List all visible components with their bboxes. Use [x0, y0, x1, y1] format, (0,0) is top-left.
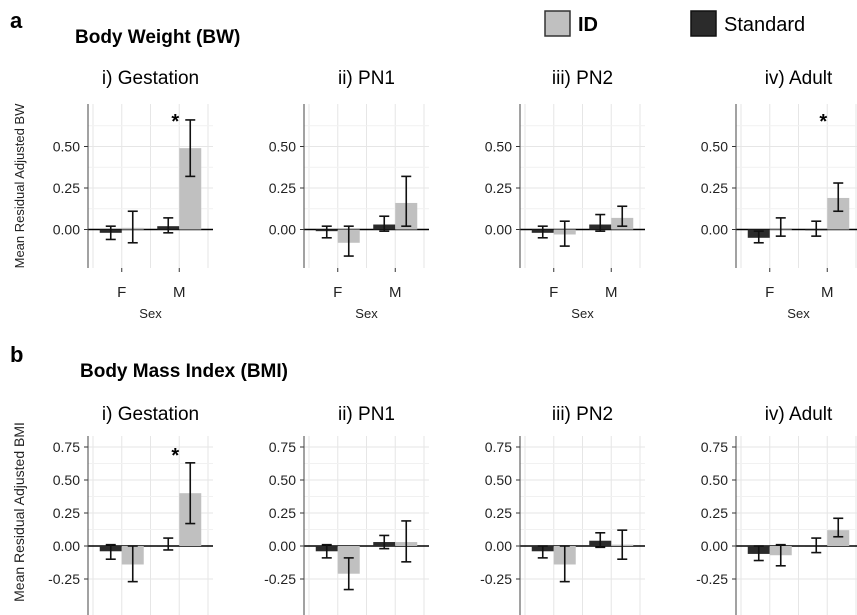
y-tick-label: 0.75: [485, 439, 512, 455]
legend-label-standard: Standard: [724, 14, 805, 36]
y-tick-label: 0.50: [701, 139, 728, 155]
y-tick-label: 0.25: [485, 505, 512, 521]
y-tick-label: 0.75: [701, 439, 728, 455]
y-tick-label: 0.00: [53, 222, 80, 238]
y-tick-label: 0.50: [269, 139, 296, 155]
x-tick-label-F: F: [765, 284, 774, 301]
y-tick-label: -0.25: [696, 571, 728, 587]
subplot-b-3: 0.75 0.50 0.25 0.00 -0.25 iii) PN2: [480, 404, 645, 615]
x-axis-label: Sex: [787, 306, 810, 321]
plot-background: [736, 436, 857, 615]
subplot-title: i) Gestation: [102, 68, 199, 89]
y-tick-label: 0.00: [269, 538, 296, 554]
panel-letter-b: b: [10, 342, 23, 367]
subplot-title: iv) Adult: [765, 404, 833, 425]
x-tick-label-M: M: [605, 284, 618, 301]
x-axis-label: Sex: [139, 306, 162, 321]
y-tick-label: 0.50: [485, 472, 512, 488]
y-tick-label: 0.00: [701, 538, 728, 554]
y-tick-label: 0.00: [485, 538, 512, 554]
y-tick-label: 0.25: [485, 180, 512, 196]
x-axis-label: Sex: [571, 306, 594, 321]
x-tick-label-M: M: [173, 284, 186, 301]
y-tick-label: 0.50: [701, 472, 728, 488]
y-tick-label: 0.50: [53, 472, 80, 488]
subplot-b-4: 0.75 0.50 0.25 0.00 -0.25 iv) Adult: [696, 404, 857, 615]
significance-star: *: [171, 111, 179, 133]
y-tick-label: 0.25: [701, 505, 728, 521]
y-tick-label: -0.25: [264, 571, 296, 587]
legend: ID Standard: [544, 10, 805, 37]
y-tick-label: 0.00: [485, 222, 512, 238]
x-tick-label-M: M: [389, 284, 402, 301]
y-tick-label: 0.25: [269, 180, 296, 196]
significance-star: *: [171, 445, 179, 467]
subplot-title: ii) PN1: [338, 68, 395, 89]
y-tick-label: -0.25: [48, 571, 80, 587]
y-tick-label: 0.50: [53, 139, 80, 155]
subplot-b-2: 0.75 0.50 0.25 0.00 -0.25 ii) PN1: [264, 404, 429, 615]
subplot-title: iv) Adult: [765, 68, 833, 89]
section-title-bw: Body Weight (BW): [75, 27, 240, 48]
subplot-title: iii) PN2: [552, 404, 613, 425]
legend-swatch-standard: [690, 10, 717, 37]
legend-swatch-id: [544, 10, 571, 37]
y-tick-label: 0.75: [269, 439, 296, 455]
bar-id-M: [827, 530, 850, 546]
y-tick-label: 0.00: [53, 538, 80, 554]
subplot-a-1: 0.50 0.25 0.00 F M Sex i) Gestation *: [53, 68, 213, 321]
subplot-a-3: 0.50 0.25 0.00 F M Sex iii) PN2: [485, 68, 645, 321]
x-tick-label-F: F: [117, 284, 126, 301]
y-axis-label-bmi: Mean Residual Adjusted BMI: [11, 422, 27, 602]
significance-star: *: [819, 111, 827, 133]
y-axis-label-bw: Mean Residual Adjusted BW: [12, 103, 27, 268]
x-tick-label-F: F: [549, 284, 558, 301]
bar-id-M: [179, 148, 202, 230]
y-tick-label: 0.75: [53, 439, 80, 455]
plot-background: [736, 104, 857, 268]
x-tick-label-M: M: [821, 284, 834, 301]
subplot-a-4: 0.50 0.25 0.00 F M Sex iv) Adult *: [701, 68, 857, 321]
y-tick-label: 0.25: [53, 505, 80, 521]
y-tick-label: 0.00: [269, 222, 296, 238]
section-title-bmi: Body Mass Index (BMI): [80, 361, 288, 382]
legend-label-id: ID: [578, 14, 598, 36]
bar-id-M: [827, 197, 850, 230]
y-tick-label: -0.25: [480, 571, 512, 587]
y-tick-label: 0.50: [269, 472, 296, 488]
subplot-title: iii) PN2: [552, 68, 613, 89]
subplot-title: ii) PN1: [338, 404, 395, 425]
x-axis-label: Sex: [355, 306, 378, 321]
subplot-b-1: 0.75 0.50 0.25 0.00 -0.25 i) Gestation *: [48, 404, 213, 615]
subplot-title: i) Gestation: [102, 404, 199, 425]
y-tick-label: 0.50: [485, 139, 512, 155]
subplot-a-2: 0.50 0.25 0.00 F M Sex ii) PN1: [269, 68, 429, 321]
y-tick-label: 0.25: [53, 180, 80, 196]
y-tick-label: 0.25: [269, 505, 296, 521]
y-tick-label: 0.00: [701, 222, 728, 238]
x-tick-label-F: F: [333, 284, 342, 301]
y-tick-label: 0.25: [701, 180, 728, 196]
panel-letter-a: a: [10, 8, 23, 33]
